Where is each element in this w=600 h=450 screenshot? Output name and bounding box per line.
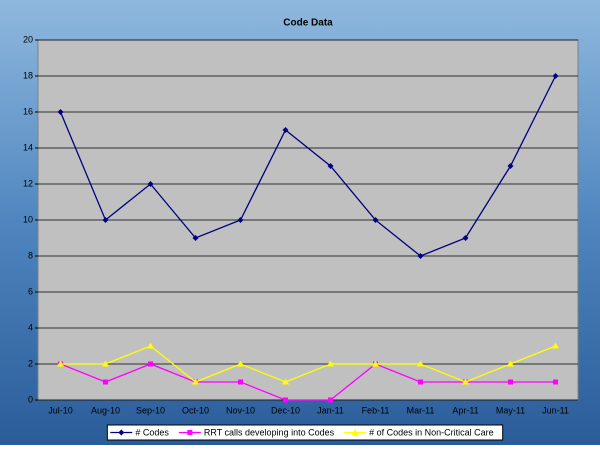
marker — [147, 342, 154, 349]
series-line — [60, 363, 556, 401]
x-tick-label: Sep-10 — [136, 405, 165, 415]
legend-label: # of Codes in Non-Critical Care — [369, 427, 494, 437]
legend: # Codes RRT calls developing into Codes # … — [106, 424, 504, 441]
y-tick-label: 4 — [28, 322, 33, 332]
legend-label: # Codes — [135, 427, 169, 437]
marker — [327, 360, 334, 367]
marker — [507, 163, 514, 169]
legend-item: # of Codes in Non-Critical Care — [344, 427, 494, 437]
x-tick-label: Dec-10 — [271, 405, 300, 415]
marker — [508, 379, 513, 385]
marker — [237, 360, 244, 367]
legend-label: RRT calls developing into Codes — [204, 427, 335, 437]
marker — [192, 378, 199, 385]
marker — [283, 397, 288, 403]
x-tick-label: Jun-11 — [542, 405, 569, 415]
marker — [417, 253, 424, 259]
legend-item: RRT calls developing into Codes — [178, 427, 335, 437]
y-tick-label: 2 — [28, 358, 33, 368]
marker — [57, 360, 64, 367]
marker — [552, 342, 559, 349]
y-tick-label: 6 — [28, 286, 33, 296]
y-tick-label: 20 — [23, 34, 33, 44]
marker — [282, 127, 289, 133]
marker — [187, 430, 193, 435]
x-tick-label: Nov-10 — [226, 405, 255, 415]
marker — [327, 163, 334, 169]
marker — [553, 379, 558, 385]
legend-item: # Codes — [110, 427, 169, 437]
marker — [462, 378, 469, 385]
marker — [238, 379, 243, 385]
x-tick-label: Mar-11 — [407, 405, 435, 415]
marker — [148, 361, 153, 367]
marker — [103, 379, 108, 385]
marker — [351, 429, 359, 435]
x-tick-label: Jul-10 — [48, 405, 73, 415]
marker — [147, 181, 154, 187]
series-line — [59, 75, 557, 257]
marker — [418, 379, 423, 385]
x-tick-label: Oct-10 — [182, 405, 209, 415]
marker — [507, 360, 514, 367]
y-tick-label: 16 — [23, 106, 33, 116]
marker — [237, 217, 244, 223]
marker — [372, 360, 379, 367]
y-tick-label: 10 — [23, 214, 33, 224]
marker — [372, 217, 379, 223]
marker — [118, 429, 125, 436]
marker — [328, 397, 333, 403]
marker — [282, 378, 289, 385]
marker — [102, 217, 109, 223]
x-tick-label: Apr-11 — [452, 405, 478, 415]
legend-box — [106, 424, 504, 441]
marker — [462, 235, 469, 241]
marker — [102, 360, 109, 367]
marker — [57, 109, 64, 115]
y-tick-label: 8 — [28, 250, 33, 260]
marker — [192, 235, 199, 241]
marker — [417, 360, 424, 367]
y-tick-label: 14 — [23, 142, 33, 152]
chart-title: Code Data — [283, 18, 333, 29]
x-tick-label: Aug-10 — [91, 405, 120, 415]
x-tick-label: Feb-11 — [362, 405, 390, 415]
y-tick-label: 0 — [28, 394, 33, 404]
marker — [552, 73, 559, 79]
series-line — [60, 345, 556, 383]
x-tick-label: May-11 — [496, 405, 525, 415]
y-tick-label: 12 — [23, 178, 33, 188]
y-tick-label: 18 — [23, 70, 33, 80]
x-tick-label: Jan-11 — [317, 405, 344, 415]
